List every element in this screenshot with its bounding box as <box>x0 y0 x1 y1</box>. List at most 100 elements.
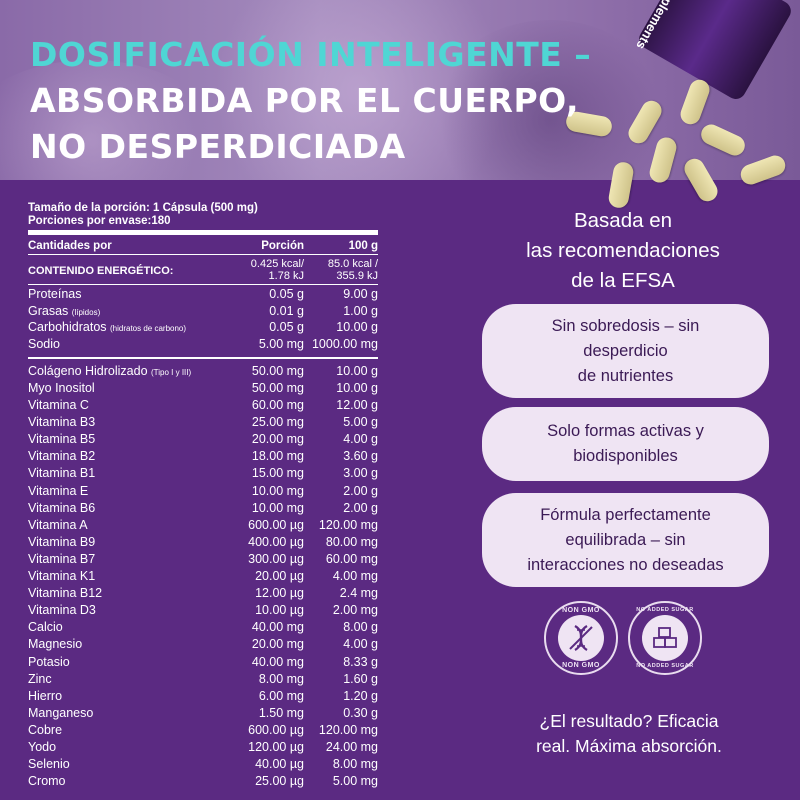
nutrient-row: Zinc 8.00 mg 1.60 g <box>28 670 378 687</box>
nutrient-name: Carbohidratos (hidratos de carbono) <box>28 320 218 334</box>
nutrient-name: Vitamina B3 <box>28 415 218 429</box>
table-header: Cantidades por Porción 100 g <box>28 238 378 254</box>
result-statement: ¿El resultado? Eficacia real. Máxima abs… <box>484 709 774 759</box>
nutrient-name: Vitamina B12 <box>28 586 218 600</box>
nutrient-note: (Tipo I y III) <box>151 367 192 377</box>
per-100g-value: 8.00 g <box>343 620 378 635</box>
per-100g-value: 60.00 mg <box>325 551 378 566</box>
benefit-text: de nutrientes <box>577 366 674 385</box>
nutrient-name: Colágeno Hidrolizado (Tipo I y III) <box>28 364 218 378</box>
nutrient-row: Vitamina B7 300.00 µg 60.00 mg <box>28 550 378 567</box>
per-serving-value: 1.50 mg <box>258 705 304 720</box>
nutrient-label: Vitamina K1 <box>28 569 96 584</box>
nutrient-label: Calcio <box>28 620 63 635</box>
per-100g-value: 8.00 mg <box>332 757 378 772</box>
per-100g-value: 5.00 mg <box>332 774 378 789</box>
per-serving-value: 25.00 mg <box>251 415 304 430</box>
nutrient-row: Calcio 40.00 mg 8.00 g <box>28 619 378 636</box>
per-100g-value: 4.00 g <box>343 637 378 652</box>
nutrient-name: Cobre <box>28 723 218 737</box>
nutrient-label: Sodio <box>28 337 60 352</box>
nutrient-row: Carbohidratos (hidratos de carbono) 0.05 … <box>28 319 378 336</box>
servings-per-container: Porciones por envase:180 <box>28 215 171 227</box>
per-serving-value: 10.00 mg <box>251 483 304 498</box>
nutrient-label: Vitamina B6 <box>28 500 96 515</box>
nutrient-label: Zinc <box>28 671 52 686</box>
nutrient-label: Vitamina C <box>28 398 89 413</box>
per-serving-value: 50.00 mg <box>251 381 304 396</box>
benefit-pill-1: Sin sobredosis – sin desperdicio de nutr… <box>482 304 769 398</box>
nutrient-label: Selenio <box>28 757 70 772</box>
per-serving-value: 50.00 mg <box>251 363 304 378</box>
nutrient-name: Hierro <box>28 689 218 703</box>
nutrient-row: Potasio 40.00 mg 8.33 g <box>28 653 378 670</box>
nutrient-label: Cobre <box>28 722 63 737</box>
non-gmo-badge: NON GMO NON GMO <box>544 601 618 675</box>
per-serving-value: 5.00 mg <box>258 337 304 352</box>
per-serving-value: 40.00 mg <box>251 620 304 635</box>
nutrient-name: Proteínas <box>28 287 218 301</box>
per-100g-value: 24.00 mg <box>325 739 378 754</box>
per-serving-value: 0.05 g <box>269 320 304 335</box>
nutrient-row: Vitamina K1 20.00 µg 4.00 mg <box>28 568 378 585</box>
benefit-text: biodisponibles <box>573 447 678 465</box>
benefit-pill-3: Fórmula perfectamente equilibrada – sin … <box>482 493 769 587</box>
nutrient-label: Carbohidratos <box>28 320 107 335</box>
headline-line-1: DOSIFICACIÓN INTELIGENTE – <box>30 35 592 74</box>
sugar-cubes-icon <box>642 615 688 661</box>
nutrient-label: Magnesio <box>28 637 83 652</box>
energy-kj: 1.78 kJ <box>268 270 304 282</box>
nutrient-row: Myo Inositol 50.00 mg 10.00 g <box>28 379 378 396</box>
per-serving-value: 25.00 µg <box>255 774 304 789</box>
header-amounts-per: Cantidades por <box>28 240 112 252</box>
nutrient-row: Cobre 600.00 µg 120.00 mg <box>28 721 378 738</box>
benefit-text: Solo formas activas y <box>547 422 704 440</box>
nutrient-name: Vitamina B1 <box>28 466 218 480</box>
per-serving-value: 10.00 µg <box>255 603 304 618</box>
per-serving-value: 15.00 mg <box>251 466 304 481</box>
serving-size: Tamaño de la porción: 1 Cápsula (500 mg) <box>28 202 258 214</box>
nutrient-note: (hidratos de carbono) <box>110 324 187 334</box>
nutrient-row: Vitamina B1 15.00 mg 3.00 g <box>28 465 378 482</box>
per-100g-value: 4.00 mg <box>332 569 378 584</box>
nutrient-name: Vitamina E <box>28 484 218 498</box>
nutrient-name: Magnesio <box>28 637 218 651</box>
per-serving-value: 6.00 mg <box>258 688 304 703</box>
benefit-text: equilibrada – sin <box>565 530 686 549</box>
energy-per-serving: 0.425 kcal/ 1.78 kJ <box>218 258 304 282</box>
energy-row: CONTENIDO ENERGÉTICO: 0.425 kcal/ 1.78 k… <box>28 255 378 284</box>
nutrient-row: Yodo 120.00 µg 24.00 mg <box>28 738 378 755</box>
nutrient-row: Vitamina D3 10.00 µg 2.00 mg <box>28 602 378 619</box>
page-headline: DOSIFICACIÓN INTELIGENTE – ABSORBIDA POR… <box>30 32 591 170</box>
nutrient-row: Vitamina A 600.00 µg 120.00 mg <box>28 516 378 533</box>
per-serving-value: 40.00 mg <box>251 654 304 669</box>
efsa-statement: Basada en las recomendaciones de la EFSA <box>478 206 768 296</box>
per-serving-value: 8.00 mg <box>258 671 304 686</box>
nutrient-label: Grasas <box>28 303 69 318</box>
per-serving-value: 60.00 mg <box>251 398 304 413</box>
nutrient-label: Potasio <box>28 654 70 669</box>
efsa-line-2: las recomendaciones <box>526 239 720 262</box>
nutrient-label: Vitamina A <box>28 517 88 532</box>
nutrient-label: Vitamina D3 <box>28 603 96 618</box>
nutrient-row: Vitamina E 10.00 mg 2.00 g <box>28 482 378 499</box>
micronutrient-list: Colágeno Hidrolizado (Tipo I y III) 50.00… <box>28 359 378 789</box>
per-serving-value: 600.00 µg <box>248 517 304 532</box>
headline-line-2: ABSORBIDA POR EL CUERPO, <box>30 81 579 120</box>
per-serving-value: 0.05 g <box>269 287 304 302</box>
nutrient-label: Myo Inositol <box>28 381 95 396</box>
nutrient-label: Vitamina B2 <box>28 449 96 464</box>
nutrient-name: Vitamina D3 <box>28 603 218 617</box>
per-100g-value: 8.33 g <box>343 654 378 669</box>
nutrient-row: Proteínas 0.05 g 9.00 g <box>28 286 378 303</box>
nutrient-name: Yodo <box>28 740 218 754</box>
per-serving-value: 400.00 µg <box>248 534 304 549</box>
header-per-100g: 100 g <box>348 240 378 252</box>
nutrient-row: Vitamina B6 10.00 mg 2.00 g <box>28 499 378 516</box>
nutrient-name: Selenio <box>28 757 218 771</box>
benefit-text: Sin sobredosis – sin <box>551 316 700 335</box>
per-100g-value: 9.00 g <box>343 287 378 302</box>
energy-label: CONTENIDO ENERGÉTICO: <box>28 265 174 277</box>
nutrient-row: Vitamina B5 20.00 mg 4.00 g <box>28 431 378 448</box>
nutrient-name: Vitamina B2 <box>28 449 218 463</box>
